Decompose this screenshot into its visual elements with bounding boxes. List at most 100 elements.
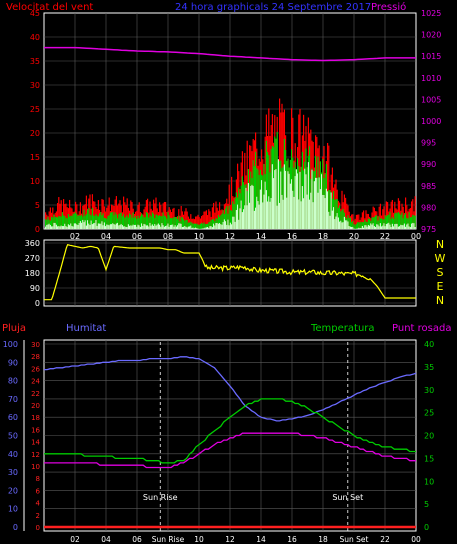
- wind-gust-bar: [123, 196, 125, 229]
- wind-minimum-bar: [47, 224, 49, 229]
- wind-minimum-bar: [124, 226, 126, 229]
- wind-minimum-bar: [289, 183, 291, 229]
- wind-average-bar: [124, 217, 126, 229]
- wind-minimum-bar: [193, 228, 195, 229]
- wind-average-bar: [119, 213, 121, 229]
- wind-average-bar: [228, 205, 230, 229]
- wind-average-bar: [195, 223, 197, 229]
- wind-average-bar: [364, 219, 366, 229]
- wind-minimum-bar: [378, 226, 380, 229]
- wind-average-bar: [191, 222, 193, 229]
- wind-minimum-bar: [261, 180, 263, 229]
- wind-minimum-bar: [388, 222, 390, 229]
- wind-average-bar: [355, 223, 357, 229]
- wind-minimum-bar: [163, 226, 165, 229]
- wind-average-bar: [406, 217, 408, 229]
- wind-minimum-bar: [411, 223, 413, 229]
- wind-minimum-bar: [395, 223, 397, 229]
- rain-tick-label: 10: [31, 463, 40, 471]
- wind-average-bar: [269, 172, 271, 229]
- pressure-line: [44, 46, 416, 62]
- wind-minimum-bar: [263, 194, 265, 229]
- wind-minimum-bar: [207, 227, 209, 229]
- wind-minimum-bar: [381, 226, 383, 229]
- wind-minimum-bar: [87, 220, 89, 229]
- wind-average-bar: [390, 218, 392, 229]
- wind-minimum-bar: [347, 221, 349, 229]
- wind-minimum-bar: [149, 222, 151, 229]
- time-tick-label: 12: [225, 232, 235, 241]
- humidity-tick-label: 30: [8, 468, 18, 477]
- rain-tick-label: 30: [31, 341, 40, 349]
- wind-minimum-bar: [231, 224, 233, 229]
- wind-gust-bar: [385, 201, 387, 229]
- wind-minimum-bar: [271, 164, 273, 229]
- wind-minimum-bar: [322, 194, 324, 229]
- wind-minimum-bar: [123, 226, 125, 229]
- wind-minimum-bar: [316, 177, 318, 229]
- wind-average-bar: [173, 216, 175, 229]
- wind-average-bar: [309, 146, 311, 229]
- wind-average-bar: [175, 217, 177, 229]
- wind-minimum-bar: [45, 226, 47, 229]
- wind-minimum-bar: [268, 196, 270, 229]
- pressure-tick-label: 1010: [421, 74, 441, 83]
- wind-average-bar: [391, 217, 393, 229]
- wind-minimum-bar: [67, 224, 69, 229]
- wind-minimum-bar: [159, 224, 161, 229]
- wind-minimum-bar: [367, 224, 369, 229]
- sun-marker-label: Sun Set: [332, 493, 363, 502]
- rain-label: Pluja: [2, 323, 26, 334]
- wind-minimum-bar: [394, 224, 396, 229]
- time-tick-label: 14: [256, 232, 266, 241]
- wind-minimum-bar: [114, 224, 116, 229]
- wind-average-bar: [183, 219, 185, 229]
- wind-minimum-bar: [214, 225, 216, 229]
- wind-minimum-bar: [161, 223, 163, 229]
- wind-gust-bar: [49, 207, 51, 229]
- wind-minimum-bar: [171, 224, 173, 229]
- wind-minimum-bar: [125, 226, 127, 229]
- wind-speed-axis-ticks: 0 5 10 15 20 25 30 35 40 45: [30, 9, 40, 234]
- pressure-tick-label: 1025: [421, 9, 441, 18]
- wind-minimum-bar: [389, 224, 391, 229]
- wind-minimum-bar: [384, 226, 386, 229]
- wind-average-bar: [192, 223, 194, 229]
- wind-minimum-bar: [113, 224, 115, 229]
- wind-minimum-bar: [53, 222, 55, 229]
- wind-minimum-bar: [304, 168, 306, 229]
- wind-minimum-bar: [55, 224, 57, 229]
- wind-minimum-bar: [299, 171, 301, 229]
- wind-gust-bar: [358, 214, 360, 229]
- wind-minimum-bar: [287, 171, 289, 229]
- wind-gust-bar: [190, 214, 192, 229]
- last-update-title: 24 hora graphicals 24 Septembre 2017: [175, 2, 371, 13]
- pressure-tick-label: 1000: [421, 117, 441, 126]
- time-tick-label: 00: [411, 232, 421, 241]
- wind-minimum-bar: [258, 204, 260, 229]
- wind-minimum-bar: [112, 223, 114, 229]
- wind-minimum-bar: [312, 202, 314, 229]
- wind-average-bar: [64, 216, 66, 229]
- wind-minimum-bar: [301, 186, 303, 229]
- wind-minimum-bar: [390, 226, 392, 229]
- wind-average-bar: [375, 215, 377, 229]
- wind-minimum-bar: [372, 223, 374, 229]
- wind-minimum-bar: [303, 198, 305, 229]
- wind-minimum-bar: [336, 213, 338, 229]
- wind-minimum-bar: [343, 216, 345, 229]
- wind-minimum-bar: [88, 223, 90, 229]
- wind-minimum-bar: [340, 220, 342, 229]
- wind-average-bar: [335, 199, 337, 229]
- wind-average-bar: [96, 215, 98, 229]
- wind-minimum-bar: [190, 225, 192, 229]
- wind-average-bar: [199, 223, 201, 229]
- wind-minimum-bar: [76, 224, 78, 229]
- wind-minimum-bar: [259, 189, 261, 229]
- wind-average-bar: [207, 223, 209, 229]
- wind-average-bar: [139, 216, 141, 229]
- wind-average-bar: [166, 218, 168, 229]
- wind-minimum-bar: [58, 226, 60, 229]
- wind-minimum-bar: [130, 225, 132, 229]
- wind-gust-bar: [328, 145, 330, 229]
